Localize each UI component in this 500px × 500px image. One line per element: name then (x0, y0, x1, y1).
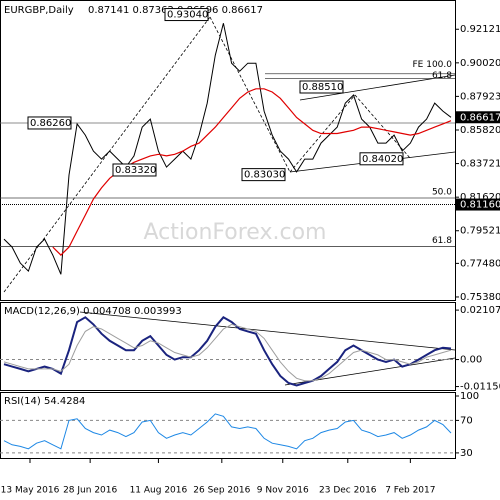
x-tick-label: 26 Sep 2016 (193, 486, 250, 496)
y-tick-label: 0.83721 (460, 159, 500, 170)
y-tick-label: 100 (460, 391, 479, 402)
y-tick-label: 0.79521 (460, 226, 500, 237)
y-tick-label: 30 (460, 448, 473, 459)
y-tick-label: 0.85820 (460, 125, 500, 136)
y-tick-label: 0.00 (460, 355, 482, 366)
y-tick-label: 0.81620 (460, 192, 500, 203)
support-label: 0.81160 (460, 200, 500, 211)
level-box (299, 80, 344, 94)
chart-title: EURGBP,Daily (4, 5, 74, 16)
level-box (112, 163, 157, 177)
level-label: 0.83030 (244, 170, 285, 181)
y-tick-label: 70 (460, 415, 473, 426)
signal-line (3, 323, 452, 382)
x-tick-label: 11 Aug 2016 (130, 486, 188, 496)
macd-title: MACD(12,26,9) 0.004708 0.003993 (4, 306, 182, 317)
x-tick-label: 28 Jun 2016 (63, 486, 117, 496)
level-label: 0.93040 (167, 10, 208, 21)
rsi-title: RSI(14) 54.4284 (4, 396, 85, 407)
fib-label: 50.0 (432, 187, 452, 197)
level-box (241, 168, 286, 182)
price-panel (0, 0, 456, 301)
support-box (455, 198, 500, 211)
y-tick-label: 0.90020 (460, 58, 500, 69)
level-label: 0.84020 (362, 154, 403, 165)
current-price-label: 0.86617 (460, 112, 500, 123)
macd-line (3, 316, 452, 387)
y-tick-label: 0.021074 (460, 305, 500, 316)
x-tick-label: 7 Feb 2017 (385, 486, 435, 496)
level-label: 0.88510 (302, 82, 343, 93)
macd-panel (0, 302, 456, 391)
level-label: 0.86260 (30, 118, 71, 129)
fib-label: 61.8 (432, 236, 452, 246)
watermark: ActionForex.com (144, 220, 327, 245)
y-tick-label: 0.77480 (460, 258, 500, 269)
rsi-panel (0, 392, 456, 459)
y-tick-label: 0.92121 (460, 24, 500, 35)
trend-lines (3, 16, 456, 386)
level-box (27, 116, 72, 130)
x-tick-label: 9 Nov 2016 (257, 486, 309, 496)
level-box (359, 152, 404, 166)
y-tick-label: 0.87923 (460, 91, 500, 102)
fib-label: 61.8 (432, 71, 452, 81)
price-line (3, 23, 452, 275)
y-tick-label: 0.75380 (460, 292, 500, 303)
y-tick-label: -0.011507 (460, 382, 500, 393)
fib-label: FE 100.0 (413, 60, 453, 70)
x-tick-label: 23 Dec 2016 (319, 486, 377, 496)
current-price-box (455, 111, 500, 124)
level-label: 0.83320 (115, 165, 156, 176)
level-box (164, 8, 209, 22)
rsi-line (3, 413, 452, 450)
x-tick-label: 13 May 2016 (1, 486, 60, 496)
